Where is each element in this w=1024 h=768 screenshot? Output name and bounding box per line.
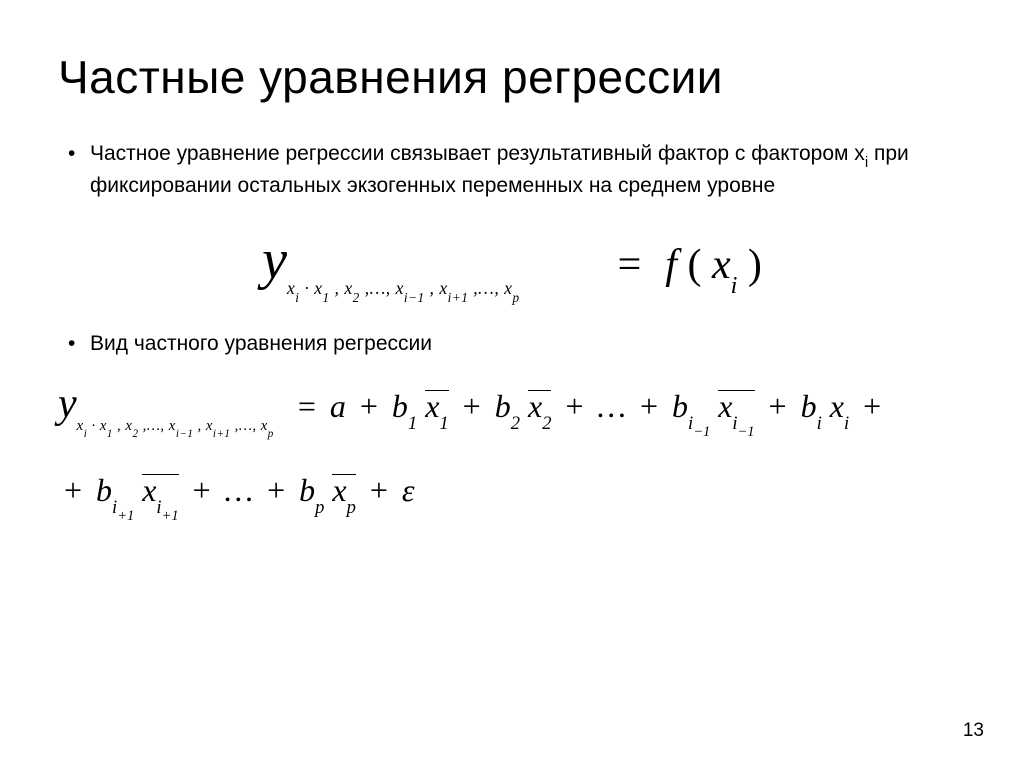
eq2-subscript: xi · x1 , x2 ,…, xi−1 , xi+1 ,…, xp <box>77 418 274 434</box>
bullet-list-2: Вид частного уравнения регрессии <box>58 330 966 358</box>
equation-1: yxi · x1 , x2 ,…, xi−1 , xi+1 ,…, xp = f (… <box>58 228 966 296</box>
eq1-y: y <box>262 229 287 291</box>
bullet1-subscript: i <box>865 154 868 171</box>
equation-2-line2: + bi+1 xi+1 + … + bp xp + ε <box>58 472 966 518</box>
equation-2-line1: yxi · x1 , x2 ,…, xi−1 , xi+1 ,…, xp = a … <box>58 380 966 434</box>
eq2-rhs: = a + b1 x1 + b2 x2 + … + bi−1 xi−1 + bi… <box>292 388 887 424</box>
eq1-subscript: xi · x1 , x2 ,…, xi−1 , xi+1 ,…, xp <box>287 278 520 298</box>
slide-title: Частные уравнения регрессии <box>58 50 966 104</box>
eq1-equals: = <box>612 242 648 288</box>
eq2-y: y <box>58 381 77 427</box>
eq1-rhs: f ( xi ) <box>665 242 762 288</box>
bullet-item-2: Вид частного уравнения регрессии <box>58 330 966 358</box>
bullet2-text: Вид частного уравнения регрессии <box>90 332 432 355</box>
bullet-item-1: Частное уравнение регрессии связывает ре… <box>58 140 966 200</box>
page-number: 13 <box>963 720 984 742</box>
eq3-content: + bi+1 xi+1 + … + bp xp + ε <box>58 472 415 508</box>
bullet-list: Частное уравнение регрессии связывает ре… <box>58 140 966 200</box>
slide: Частные уравнения регрессии Частное урав… <box>0 0 1024 768</box>
bullet1-text-pre: Частное уравнение регрессии связывает ре… <box>90 142 865 165</box>
